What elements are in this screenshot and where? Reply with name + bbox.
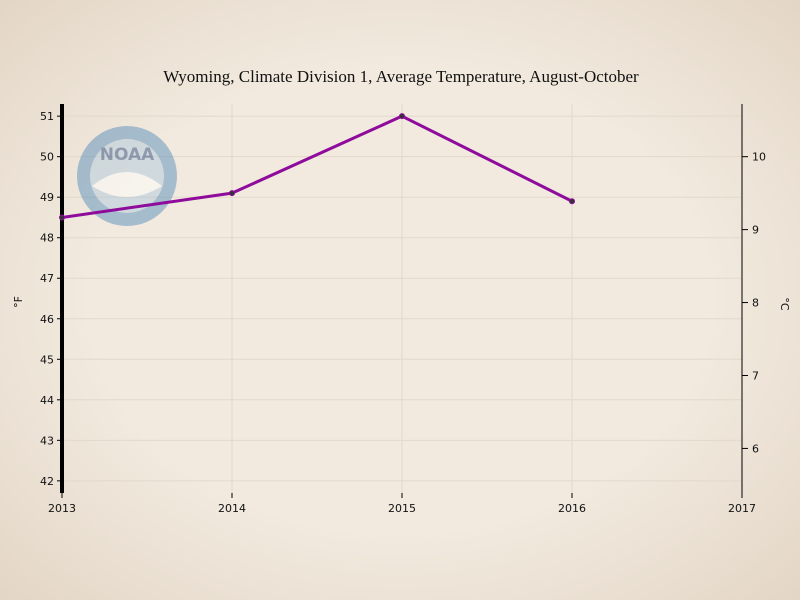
y2-tick-label: 10 [752, 151, 766, 164]
logo-text: NOAA [100, 145, 155, 165]
data-point [59, 214, 65, 221]
y-tick-label: 45 [40, 353, 54, 366]
noaa-logo-icon: NOAA [77, 126, 177, 226]
y-axis-label-right: °C [778, 297, 791, 311]
series-layer [59, 113, 575, 221]
x-tick-label: 2017 [728, 502, 756, 515]
y-tick-label: 50 [40, 151, 54, 164]
chart-title: Wyoming, Climate Division 1, Average Tem… [163, 67, 639, 86]
y-tick-label: 42 [40, 475, 54, 488]
x-tick-label: 2014 [218, 502, 246, 515]
y-tick-label: 51 [40, 110, 54, 123]
y-tick-label: 47 [40, 272, 54, 285]
y2-tick-label: 8 [752, 297, 759, 310]
y-tick-label: 43 [40, 434, 54, 447]
y-tick-label: 48 [40, 232, 54, 245]
y-tick-label: 46 [40, 313, 54, 326]
x-tick-label: 2016 [558, 502, 586, 515]
x-tick-label: 2013 [48, 502, 76, 515]
data-point [229, 190, 235, 197]
data-point [399, 113, 405, 120]
y2-tick-label: 9 [752, 224, 759, 237]
axes: 42 43 44 45 46 47 48 49 50 51 2013 2014 2015 2016 2017… [40, 104, 766, 515]
y-tick-label: 49 [40, 191, 54, 204]
data-point [569, 198, 575, 205]
y-axis-label-left: °F [12, 296, 25, 308]
y-tick-label: 44 [40, 394, 54, 407]
y2-tick-label: 6 [752, 442, 759, 455]
y2-tick-label: 7 [752, 369, 759, 382]
series-line [61, 114, 573, 219]
x-tick-label: 2015 [388, 502, 416, 515]
